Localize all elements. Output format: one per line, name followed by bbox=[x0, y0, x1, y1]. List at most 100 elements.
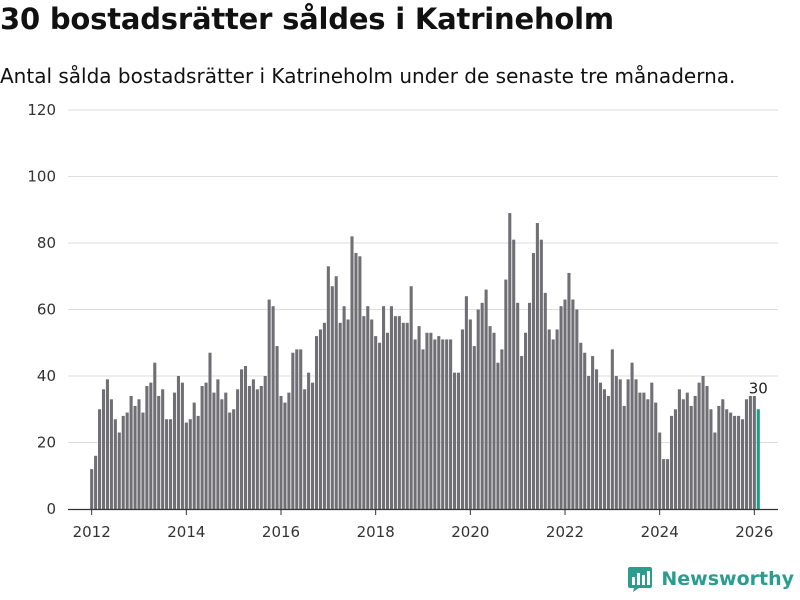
bar bbox=[614, 376, 618, 509]
bar bbox=[165, 419, 169, 509]
bar bbox=[449, 339, 453, 509]
bar bbox=[255, 389, 259, 509]
bar bbox=[176, 376, 180, 509]
bar bbox=[646, 399, 650, 509]
bar bbox=[101, 389, 106, 509]
bar bbox=[488, 326, 492, 510]
bar bbox=[685, 392, 689, 510]
bar bbox=[622, 405, 626, 509]
bar bbox=[200, 385, 204, 509]
brand-logo: Newsworthy bbox=[627, 566, 794, 592]
latest-value-label: 30 bbox=[749, 379, 768, 397]
bar bbox=[539, 239, 543, 510]
bar bbox=[220, 399, 224, 509]
y-tick-label: 20 bbox=[37, 434, 56, 452]
bar bbox=[630, 362, 634, 509]
x-axis bbox=[68, 508, 778, 515]
bar bbox=[105, 379, 109, 509]
bar bbox=[109, 399, 113, 509]
bar bbox=[453, 372, 457, 509]
y-tick-label: 40 bbox=[37, 367, 56, 385]
bar bbox=[535, 223, 539, 510]
bar bbox=[374, 336, 378, 509]
bar bbox=[350, 236, 354, 509]
bar bbox=[476, 309, 480, 509]
x-tick-label: 2012 bbox=[73, 523, 111, 541]
bar bbox=[291, 352, 295, 509]
bar bbox=[287, 392, 291, 510]
y-tick-label: 60 bbox=[37, 301, 56, 319]
bar bbox=[279, 395, 283, 509]
bar bbox=[559, 306, 563, 509]
bar bbox=[654, 402, 658, 509]
bar bbox=[468, 319, 472, 509]
bar-latest bbox=[756, 409, 760, 509]
y-tick-label: 0 bbox=[46, 500, 56, 518]
tick-labels: 0 20 40 60 80 100 120 30 2012 2014 2016 2018 2020 202… bbox=[27, 101, 773, 541]
bar bbox=[666, 459, 670, 510]
bar bbox=[598, 382, 603, 509]
x-tick-label: 2014 bbox=[167, 523, 205, 541]
bar bbox=[709, 409, 713, 509]
bar bbox=[247, 385, 251, 509]
bar bbox=[330, 286, 334, 509]
bar bbox=[204, 382, 208, 509]
bar bbox=[378, 342, 382, 509]
bar bbox=[737, 415, 741, 509]
bar bbox=[382, 306, 386, 509]
bar bbox=[551, 339, 555, 509]
bar bbox=[456, 372, 461, 509]
bar bbox=[184, 422, 188, 509]
bar bbox=[141, 412, 145, 509]
bar bbox=[520, 356, 524, 509]
bar bbox=[157, 395, 161, 509]
bar bbox=[417, 326, 421, 510]
bar bbox=[516, 302, 520, 509]
bar bbox=[393, 316, 397, 509]
bar bbox=[740, 419, 745, 509]
bar bbox=[571, 299, 575, 509]
bar bbox=[689, 405, 693, 509]
bar bbox=[346, 319, 350, 509]
bar bbox=[610, 349, 614, 509]
bar bbox=[385, 332, 390, 509]
bar bbox=[606, 395, 610, 509]
bar bbox=[228, 412, 232, 509]
x-tick-label: 2018 bbox=[357, 523, 395, 541]
bar bbox=[500, 349, 504, 509]
bar bbox=[311, 382, 315, 509]
x-tick-label: 2026 bbox=[735, 523, 773, 541]
bar bbox=[681, 399, 685, 509]
bar bbox=[429, 332, 433, 509]
bar bbox=[338, 322, 342, 509]
bar bbox=[125, 412, 129, 509]
bar bbox=[358, 256, 362, 509]
bar bbox=[484, 289, 488, 509]
bar bbox=[137, 399, 141, 509]
bar bbox=[618, 379, 622, 509]
y-tick-label: 80 bbox=[37, 234, 56, 252]
bar bbox=[149, 382, 153, 509]
bar bbox=[492, 332, 496, 509]
bar bbox=[677, 389, 681, 509]
bar bbox=[409, 286, 413, 509]
bar bbox=[334, 276, 338, 509]
bar bbox=[705, 385, 709, 509]
bar bbox=[733, 415, 737, 509]
bar bbox=[224, 392, 228, 510]
bar bbox=[508, 213, 512, 509]
bar bbox=[543, 292, 547, 510]
bar bbox=[169, 419, 173, 509]
bar bbox=[397, 316, 401, 509]
bar bbox=[638, 392, 642, 510]
bar bbox=[701, 376, 705, 509]
bar bbox=[94, 455, 98, 509]
bar bbox=[464, 296, 468, 509]
bar bbox=[650, 382, 654, 509]
bar bbox=[117, 432, 121, 509]
bar bbox=[295, 349, 299, 509]
bar bbox=[504, 279, 508, 509]
bar bbox=[267, 299, 271, 509]
bar bbox=[425, 332, 429, 509]
